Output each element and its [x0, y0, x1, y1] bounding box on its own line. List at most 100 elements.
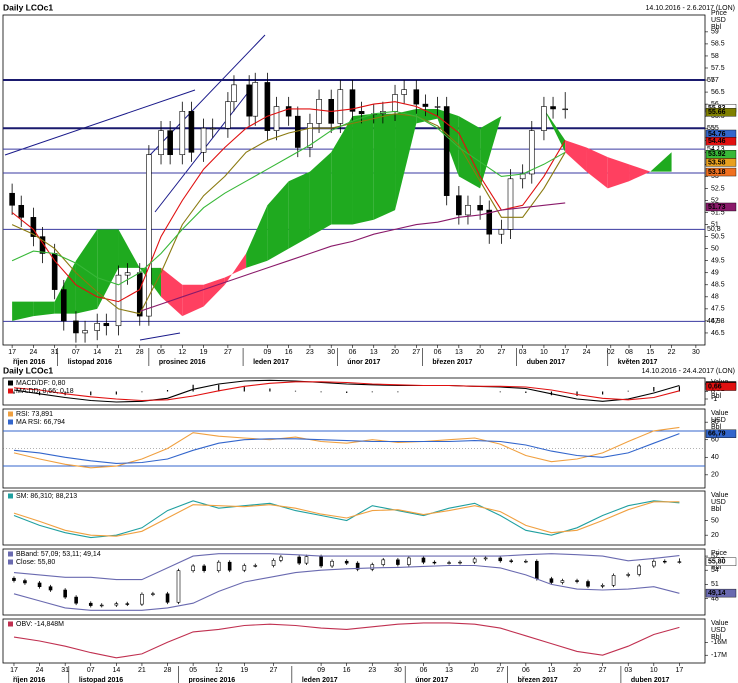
candle-body	[12, 577, 16, 581]
legend-swatch	[8, 621, 13, 627]
candle-body	[652, 560, 656, 567]
cloud-segment	[331, 116, 353, 225]
cloud-segment	[373, 113, 396, 220]
x-tick-label: 28	[164, 667, 172, 674]
candle-body	[60, 289, 67, 322]
histogram-bar	[371, 391, 373, 393]
y-tick-label: -17M	[711, 652, 727, 659]
price-badge	[705, 158, 737, 167]
panel-title: Daily LCOc1	[3, 2, 53, 12]
y-tick-label: 80	[711, 419, 719, 426]
x-tick-label: 08	[625, 349, 633, 356]
legend-swatch	[8, 559, 13, 565]
histogram-bar	[397, 391, 399, 393]
month-label: únor 2017	[415, 677, 448, 683]
trend-line	[4, 89, 196, 156]
legend-swatch	[8, 493, 13, 499]
x-tick-label: 06	[434, 349, 442, 356]
candle-body	[191, 565, 195, 571]
candle-body	[188, 111, 195, 153]
cloud-segment	[118, 229, 140, 268]
y-tick-label: 49	[711, 270, 719, 277]
month-label: duben 2017	[527, 359, 566, 366]
candle-body	[549, 578, 554, 583]
legend-label: Close: 55,80	[16, 559, 55, 566]
candle-body	[146, 154, 152, 317]
x-tick-label: 24	[29, 349, 37, 356]
cloud-segment	[246, 205, 268, 268]
candle-body	[421, 557, 426, 563]
histogram-bar	[166, 390, 169, 392]
plot-area	[13, 622, 680, 659]
x-tick-label: 14	[93, 349, 101, 356]
y-tick-label: 58.5	[711, 41, 725, 48]
x-tick-label: 12	[178, 349, 186, 356]
histogram-bar	[13, 391, 15, 394]
cloud-segment	[629, 164, 651, 182]
candle-body	[23, 580, 27, 584]
histogram-bar	[192, 384, 194, 392]
histogram-bar	[115, 391, 117, 395]
candle-body	[273, 106, 280, 131]
histogram-bar	[576, 391, 578, 396]
legend-label: MA:DD: 0,66; 0,18	[16, 388, 74, 395]
candle-body	[337, 89, 344, 124]
axis-label: Value	[711, 410, 728, 417]
x-tick-label: 22	[668, 349, 676, 356]
candle-body	[401, 89, 407, 95]
x-tick-label: 15	[646, 349, 654, 356]
axis-label: USD	[711, 499, 726, 506]
x-tick-label: 30	[327, 349, 335, 356]
price-badge	[705, 137, 737, 146]
candle-body	[242, 565, 247, 571]
y-tick-label: 53	[711, 173, 719, 180]
price-badge-label: 55.66	[708, 109, 726, 116]
y-tick-label: 51	[711, 221, 719, 228]
cloud-segment	[458, 116, 481, 189]
y-tick-label: 51.5	[711, 209, 725, 216]
candle-body	[677, 561, 682, 563]
candle-body	[125, 603, 130, 605]
axis-label: Bbl	[711, 634, 722, 641]
x-tick-label: 10	[540, 349, 548, 356]
candle-body	[358, 111, 365, 115]
y-tick-label: 48	[711, 294, 719, 301]
y-tick-label: 54	[711, 567, 719, 574]
candle-body	[297, 556, 301, 564]
y-tick-label: 60	[711, 437, 719, 444]
histogram-bar	[269, 388, 271, 392]
candle-body	[124, 272, 131, 276]
x-tick-label: 20	[391, 349, 399, 356]
y-tick-label: 47	[711, 318, 719, 325]
y-tick-label: 57	[711, 77, 719, 84]
candle-body	[330, 560, 334, 567]
panel-frame	[2, 490, 706, 546]
histogram-bar	[525, 391, 527, 393]
histogram-bar	[499, 391, 501, 393]
histogram-bar	[602, 391, 604, 395]
price-badge-label: 51.73	[708, 204, 726, 211]
candle-body	[611, 575, 616, 586]
month-label: prosinec 2016	[159, 359, 206, 366]
axis-label: USD	[711, 627, 726, 634]
price-badge	[705, 382, 737, 391]
price-badge-label: 49,14	[708, 590, 726, 597]
x-tick-label: 02	[607, 349, 615, 356]
price-badge-label: 53.18	[708, 169, 726, 176]
cloud-segment	[12, 301, 34, 321]
x-tick-label: 07	[87, 667, 95, 674]
x-tick-label: 12	[215, 667, 223, 674]
legend-swatch	[8, 388, 13, 394]
x-tick-label: 24	[36, 667, 44, 674]
candle-body	[82, 330, 88, 334]
candle-body	[103, 323, 110, 327]
cloud-segment	[267, 181, 289, 261]
series-line	[13, 564, 680, 611]
y-tick-label: 50.5	[711, 233, 725, 240]
candle-body	[271, 560, 276, 566]
cloud-segment	[586, 147, 608, 189]
month-label: březen 2017	[432, 359, 472, 366]
candle-body	[477, 204, 483, 211]
month-label: květen 2017	[618, 359, 658, 366]
series-line	[13, 381, 680, 402]
